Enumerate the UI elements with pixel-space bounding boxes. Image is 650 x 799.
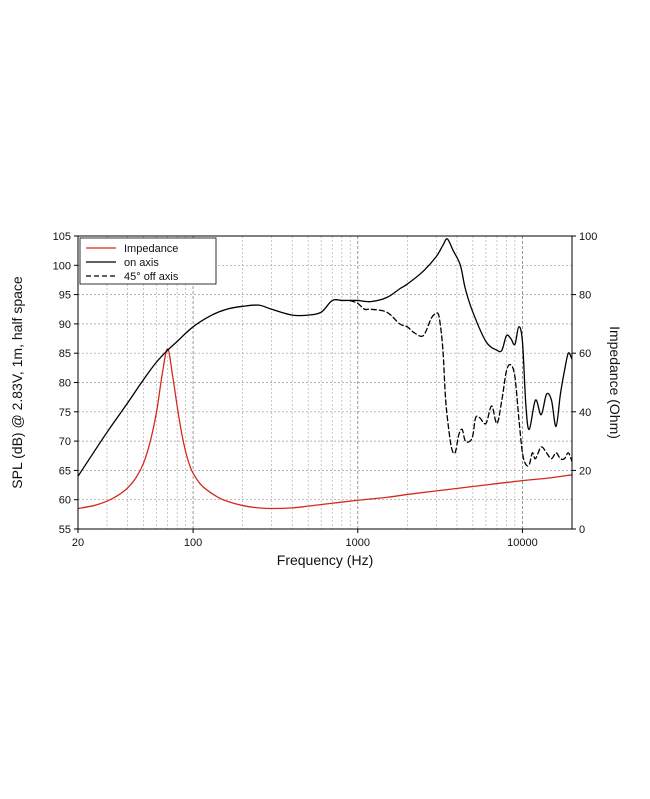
y-left-tick-label: 65 [59,465,71,477]
y-right-tick-label: 80 [579,290,591,302]
y-left-tick-label: 105 [53,231,71,243]
x-tick-label: 10000 [507,537,538,549]
series-group [78,238,572,510]
x-tick-label: 100 [184,537,202,549]
y-left-tick-label: 60 [59,495,71,507]
legend-label: on axis [124,257,159,269]
y-left-tick-label: 55 [59,524,71,536]
series-line-impedance [78,348,572,510]
series-line-45-off-axis [349,299,572,467]
y-right-tick-label: 40 [579,407,591,419]
y-left-tick-label: 100 [53,260,71,272]
x-tick-label: 20 [72,537,84,549]
y-left-tick-label: 90 [59,319,71,331]
y-right-tick-label: 100 [579,231,597,243]
x-tick-label: 1000 [346,537,370,549]
y-right-tick-label: 0 [579,524,585,536]
y-left-tick-label: 70 [59,436,71,448]
legend-label: Impedance [124,243,178,255]
y-left-tick-label: 80 [59,378,71,390]
series-line-on-axis [78,238,572,477]
y-axis-left-title: SPL (dB) @ 2.83V, 1m, half space [9,276,25,489]
legend-label: 45° off axis [124,271,179,283]
y-left-tick-label: 85 [59,348,71,360]
y-right-tick-label: 60 [579,348,591,360]
x-axis-title: Frequency (Hz) [277,552,373,568]
y-axis-right-title: Impedance (Ohm) [607,326,623,439]
axes: 20 100 1000 10000 55 60 65 70 75 80 85 90 95 100 105 0 2… [53,231,598,549]
y-right-tick-label: 20 [579,465,591,477]
y-left-tick-label: 95 [59,290,71,302]
legend: Impedance on axis 45° off axis [79,237,217,285]
y-left-tick-label: 75 [59,407,71,419]
